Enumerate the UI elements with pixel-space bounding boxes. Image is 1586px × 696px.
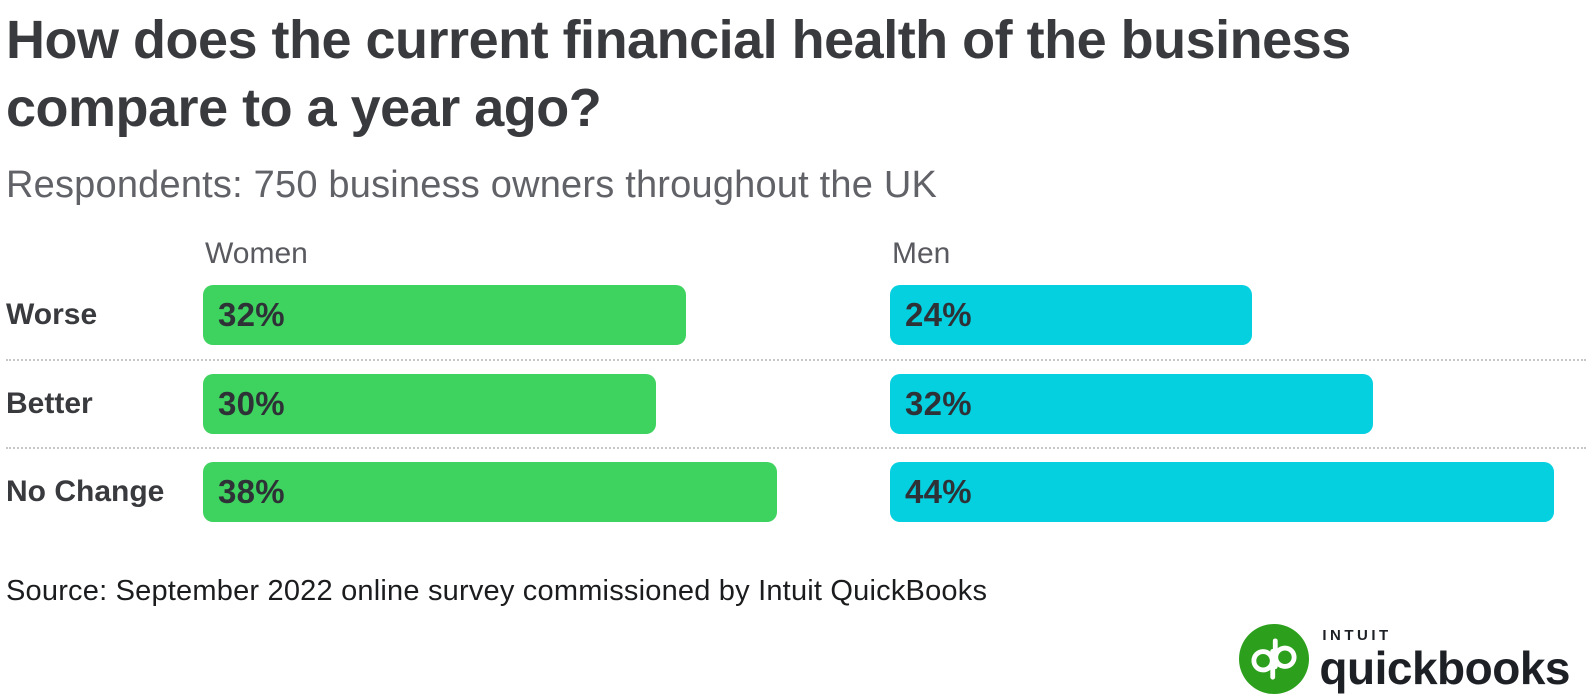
bar-value-women-no-change: 38%	[218, 473, 285, 510]
page-title: How does the current financial health of…	[6, 10, 1351, 138]
quickbooks-wordmark: quickbooks	[1319, 641, 1570, 694]
column-header-row: Women Men	[6, 231, 1586, 271]
bar-chart: Women Men Worse 32% 24% Better 30%	[6, 231, 1586, 535]
bar-women-no-change: 38%	[203, 462, 777, 522]
category-label-no-change: No Change	[6, 475, 165, 508]
bar-value-men-no-change: 44%	[905, 473, 972, 510]
bar-value-men-better: 32%	[905, 385, 972, 422]
qb-monogram-icon	[1239, 624, 1310, 694]
chart-subtitle: Respondents: 750 business owners through…	[6, 164, 938, 206]
quickbooks-logo: INTUIT quickbooks	[1239, 624, 1570, 694]
column-header-women: Women	[205, 237, 308, 270]
category-label-better: Better	[6, 387, 93, 420]
bar-value-men-worse: 24%	[905, 296, 972, 333]
intuit-wordmark: INTUIT	[1322, 626, 1392, 644]
column-header-men: Men	[892, 237, 951, 270]
bar-value-women-better: 30%	[218, 385, 285, 422]
category-label-worse: Worse	[6, 298, 98, 331]
chart-row-worse: Worse 32% 24%	[6, 271, 1586, 359]
bar-women-worse: 32%	[203, 285, 686, 345]
chart-row-no-change: No Change 38% 44%	[6, 447, 1586, 535]
bar-men-no-change: 44%	[890, 462, 1554, 522]
bar-men-worse: 24%	[890, 285, 1252, 345]
logo-wordmarks: INTUIT quickbooks	[1319, 628, 1570, 691]
bar-women-better: 30%	[203, 374, 656, 434]
source-note: Source: September 2022 online survey com…	[6, 575, 988, 607]
chart-row-better: Better 30% 32%	[6, 359, 1586, 447]
bar-value-women-worse: 32%	[218, 296, 285, 333]
bar-men-better: 32%	[890, 374, 1373, 434]
